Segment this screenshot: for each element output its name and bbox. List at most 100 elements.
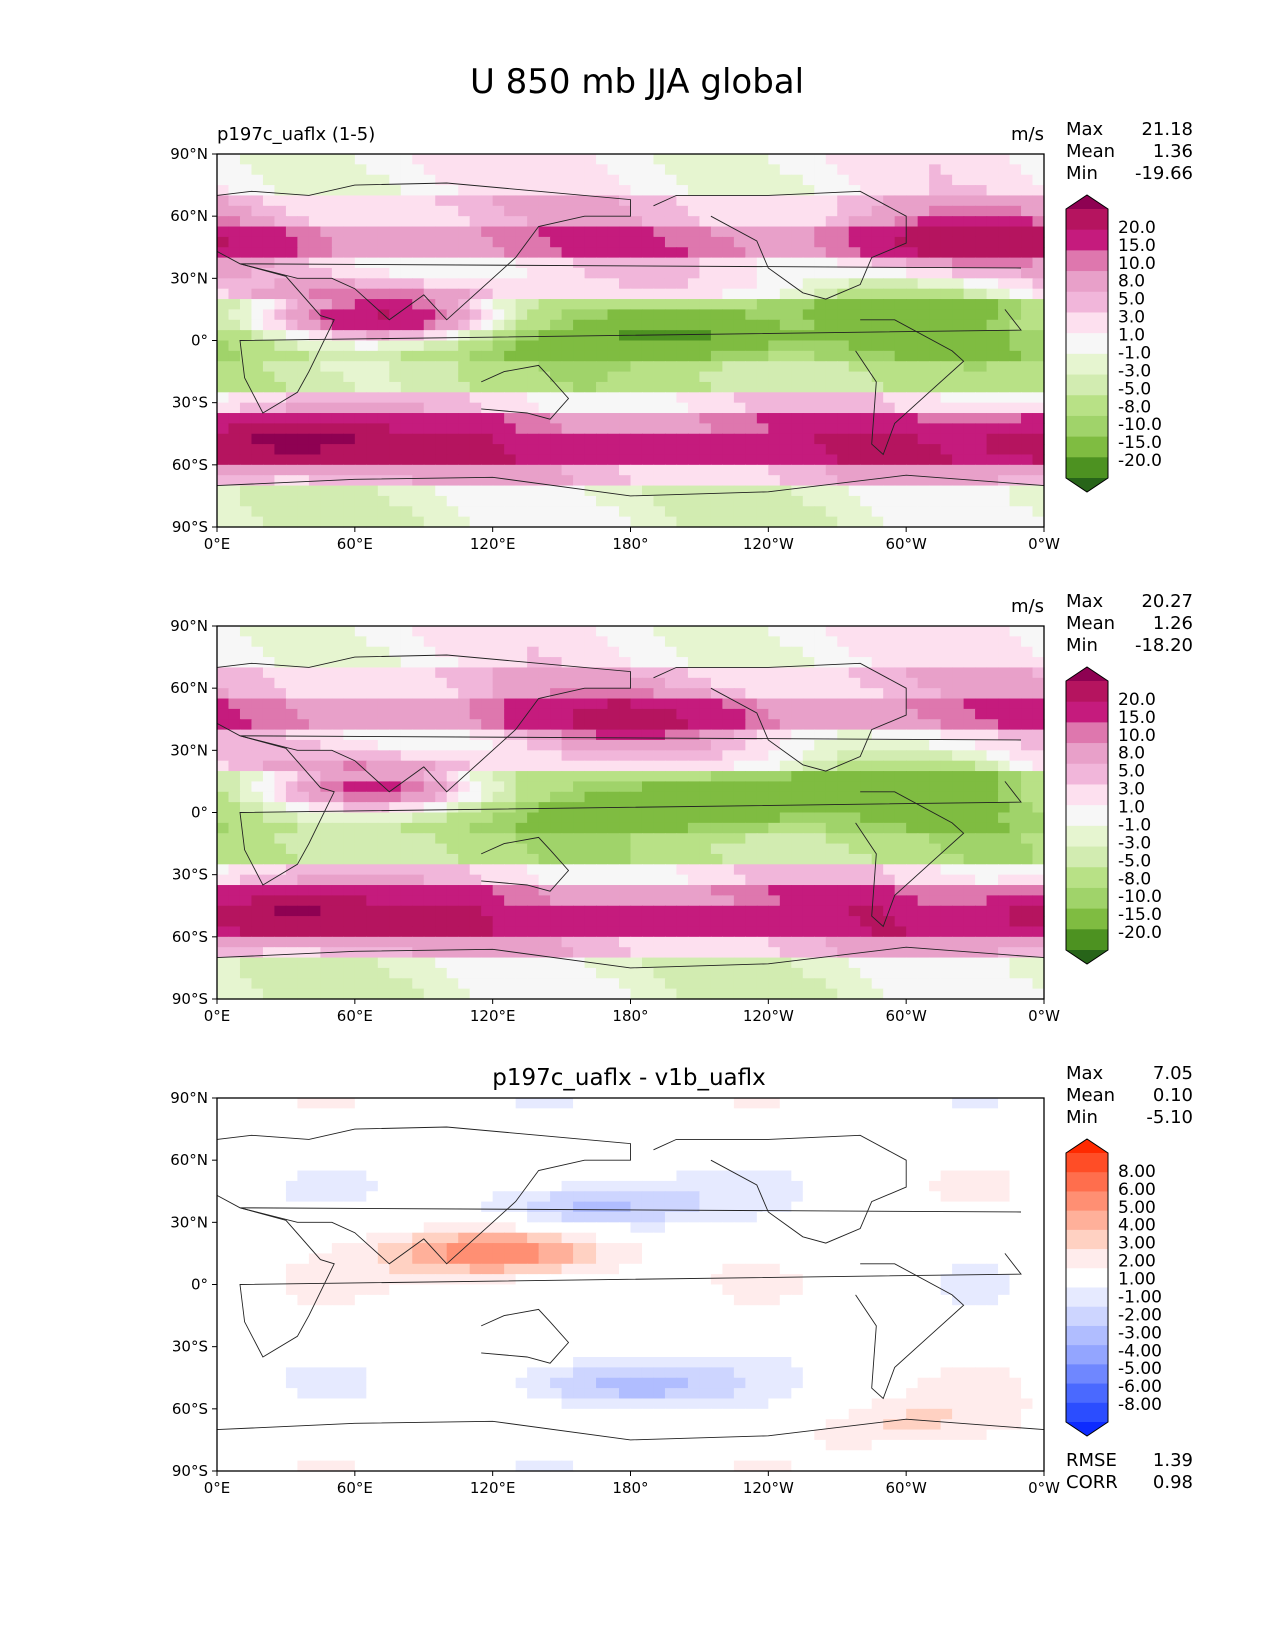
heatmap-cell: [596, 402, 609, 414]
heatmap-cell: [630, 719, 643, 731]
heatmap-cell: [699, 340, 712, 352]
heatmap-cell: [963, 423, 976, 435]
heatmap-cell: [699, 267, 712, 279]
heatmap-cell: [756, 657, 769, 669]
heatmap-cell: [469, 895, 482, 907]
heatmap-cell: [917, 154, 930, 165]
heatmap-cell: [366, 957, 379, 969]
heatmap-cell: [412, 464, 425, 476]
heatmap-cell: [756, 216, 769, 228]
heatmap-cell: [239, 843, 253, 855]
heatmap-cell: [975, 371, 988, 383]
heatmap-cell: [492, 781, 505, 793]
heatmap-cell: [274, 895, 287, 907]
heatmap-cell: [596, 205, 609, 217]
heatmap-cell: [584, 454, 597, 466]
heatmap-cell: [435, 926, 448, 938]
heatmap-cell: [239, 195, 253, 207]
heatmap-cell: [274, 444, 287, 456]
heatmap-cell: [917, 371, 930, 383]
heatmap-cell: [538, 802, 551, 814]
heatmap-cell: [274, 864, 287, 876]
heatmap-cell: [262, 667, 276, 679]
heatmap-cell: [998, 340, 1011, 352]
heatmap-cell: [320, 698, 333, 710]
x-tick-label: 0°E: [204, 535, 231, 553]
heatmap-cell: [894, 791, 907, 803]
heatmap-cell: [986, 423, 999, 435]
heatmap-cell: [653, 916, 666, 928]
heatmap-cell: [343, 423, 356, 435]
heatmap-cell: [917, 185, 930, 197]
heatmap-cell: [722, 226, 735, 238]
heatmap-cell: [871, 299, 884, 311]
heatmap-cell: [297, 781, 310, 793]
heatmap-cell: [320, 822, 333, 834]
heatmap-cell: [607, 936, 620, 948]
heatmap-cell: [435, 916, 448, 928]
heatmap-cell: [641, 185, 655, 197]
heatmap-cell: [481, 423, 494, 435]
heatmap-cell: [940, 361, 953, 373]
heatmap-cell: [458, 719, 471, 731]
heatmap-cell: [584, 361, 597, 373]
heatmap-cell: [239, 444, 253, 456]
heatmap-cell: [883, 216, 896, 228]
heatmap-cell: [756, 278, 769, 290]
heatmap-cell: [515, 864, 528, 876]
heatmap-cell: [446, 791, 459, 803]
heatmap-cell: [768, 791, 781, 803]
heatmap-cell: [687, 626, 701, 637]
heatmap-cell: [619, 402, 632, 414]
heatmap-cell: [435, 833, 448, 845]
heatmap-cell: [929, 257, 942, 269]
heatmap-cell: [251, 444, 264, 456]
heatmap-cell: [217, 719, 230, 731]
heatmap-cell: [389, 164, 402, 176]
heatmap-cell: [768, 885, 781, 896]
heatmap-cell: [779, 299, 792, 311]
heatmap-cell: [274, 916, 287, 928]
heatmap-cell: [641, 719, 655, 731]
heatmap-cell: [860, 895, 873, 907]
heatmap-cell: [389, 936, 402, 948]
heatmap-cell: [963, 454, 976, 466]
heatmap-cell: [492, 464, 505, 476]
heatmap-cell: [699, 667, 712, 679]
colorbar-tick-label: -20.0: [1118, 451, 1162, 471]
heatmap-cell: [377, 454, 390, 466]
heatmap-cell: [389, 688, 402, 700]
heatmap-cell: [584, 350, 597, 362]
heatmap-cell: [596, 833, 609, 845]
heatmap-cell: [848, 257, 861, 269]
heatmap-cell: [469, 495, 482, 507]
heatmap-cell: [986, 288, 999, 300]
heatmap-cell: [354, 739, 367, 751]
heatmap-cell: [687, 464, 701, 476]
heatmap-cell: [630, 454, 643, 466]
heatmap-cell: [952, 916, 965, 928]
heatmap-cell: [285, 636, 299, 648]
heatmap-cell: [917, 698, 930, 710]
heatmap-cell: [389, 739, 402, 751]
heatmap-cell: [515, 205, 528, 217]
heatmap-cell: [825, 708, 838, 720]
heatmap-cell: [894, 444, 907, 456]
heatmap-cell: [871, 174, 884, 186]
heatmap-cell: [814, 636, 827, 648]
heatmap-cell: [607, 853, 620, 865]
heatmap-cell: [251, 299, 264, 311]
heatmap-cell: [814, 947, 827, 959]
heatmap-cell: [331, 402, 344, 414]
heatmap-cell: [446, 164, 459, 176]
heatmap-cell: [607, 454, 620, 466]
heatmap-cell: [791, 475, 804, 487]
heatmap-cell: [228, 626, 241, 637]
heatmap-cell: [343, 626, 356, 637]
heatmap-cell: [389, 216, 402, 228]
heatmap-cell: [550, 506, 563, 518]
heatmap-cell: [722, 739, 735, 751]
heatmap-cell: [653, 936, 666, 948]
heatmap-cell: [228, 885, 241, 896]
heatmap-cell: [653, 657, 666, 669]
